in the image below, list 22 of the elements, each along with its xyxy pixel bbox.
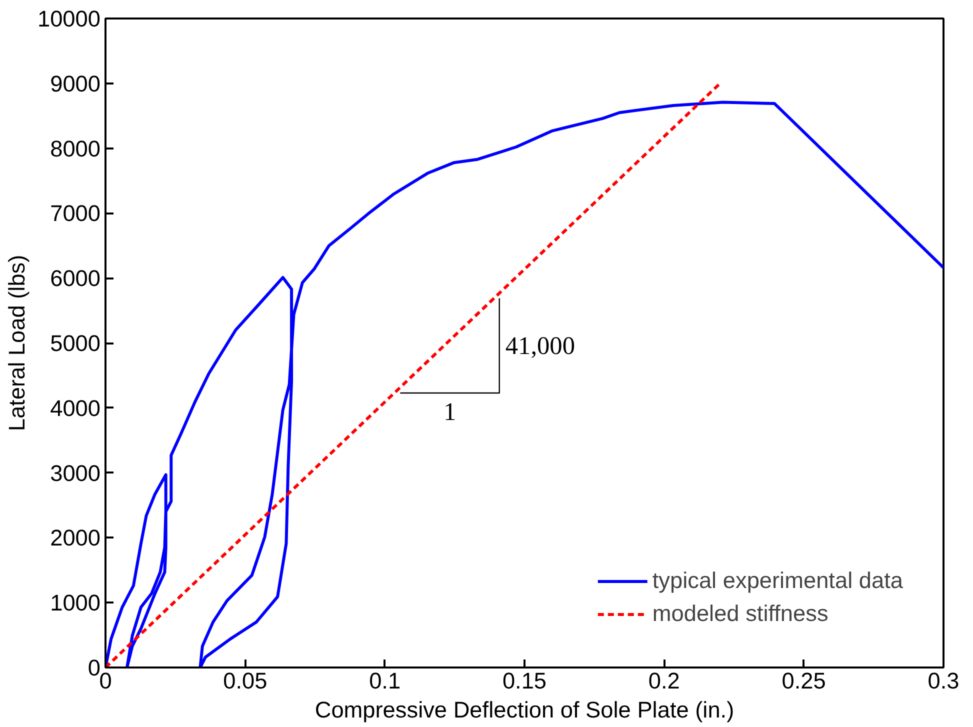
y-tick-label: 7000 xyxy=(50,200,101,226)
y-tick-label: 5000 xyxy=(50,330,101,356)
legend-label: modeled stiffness xyxy=(652,600,828,627)
y-tick-label: 6000 xyxy=(50,265,101,292)
y-tick-label: 3000 xyxy=(50,460,101,486)
y-axis-title: Lateral Load (lbs) xyxy=(4,254,30,432)
x-tick-label: 0.15 xyxy=(502,668,547,694)
x-tick-label: 0.3 xyxy=(928,668,960,694)
legend-label: typical experimental data xyxy=(652,567,903,594)
annotation: 1 xyxy=(443,398,456,426)
y-tick-label: 4000 xyxy=(50,394,101,421)
x-tick-label: 0.1 xyxy=(369,668,401,694)
y-tick-label: 10000 xyxy=(38,6,101,32)
x-tick-label: 0.2 xyxy=(648,668,680,694)
annotation: 41,000 xyxy=(505,332,576,360)
x-axis-title: Compressive Deflection of Sole Plate (in.) xyxy=(314,696,734,722)
x-tick-label: 0.25 xyxy=(782,668,826,694)
x-tick-label: 0.05 xyxy=(223,668,268,694)
y-tick-label: 2000 xyxy=(50,524,101,551)
y-tick-label: 1000 xyxy=(50,590,101,616)
y-tick-label: 8000 xyxy=(50,135,101,162)
y-tick-label: 9000 xyxy=(50,70,101,96)
